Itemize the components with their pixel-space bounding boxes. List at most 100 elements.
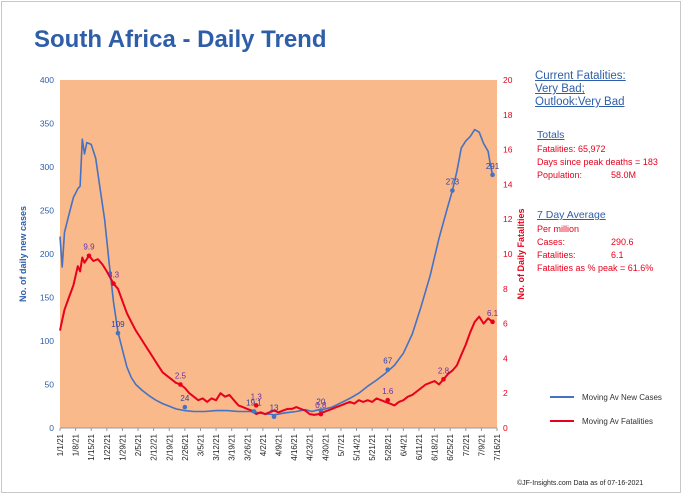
- data-label-cases: 24: [180, 394, 189, 403]
- x-tick-label: 5/14/21: [353, 433, 362, 460]
- data-label-cases: 20: [316, 398, 325, 407]
- data-point-cases: [271, 414, 277, 419]
- x-tick-label: 3/5/21: [196, 433, 205, 456]
- y-left-tick-label: 0: [49, 423, 54, 433]
- avg-cases: Cases: 290.6: [537, 236, 677, 249]
- data-point-cases: [115, 330, 121, 336]
- plot-area: [60, 80, 497, 428]
- avg-cases-label: Cases:: [537, 237, 566, 247]
- x-tick-label: 2/19/21: [165, 433, 174, 460]
- data-point-fatalities: [385, 397, 391, 403]
- totals-days-since-peak: Days since peak deaths = 183: [537, 157, 658, 167]
- x-tick-label: 6/11/21: [415, 433, 424, 460]
- data-label-cases: 291: [486, 162, 500, 171]
- y-right-tick-label: 10: [503, 249, 513, 259]
- x-tick-label: 2/12/21: [150, 433, 159, 460]
- data-point-fatalities: [111, 281, 116, 286]
- data-point-cases: [318, 408, 324, 413]
- totals-heading: Totals: [537, 129, 565, 141]
- data-label-fatalities: 1.3: [251, 392, 263, 401]
- footer-credit: ©JF-Insights.com Data as of 07-16-2021: [517, 480, 644, 487]
- series-line-fatalities: [59, 254, 494, 416]
- x-tick-label: 6/18/21: [431, 433, 440, 460]
- data-label-cases: 67: [383, 357, 392, 366]
- x-tick-label: 6/4/21: [399, 433, 408, 456]
- data-point-cases: [450, 188, 455, 193]
- x-tick-label: 1/15/21: [87, 433, 96, 460]
- y-right-tick-label: 0: [503, 423, 508, 433]
- legend-item-fatalities: Moving Av Fatalities: [550, 414, 662, 428]
- y-right-tick-label: 14: [503, 179, 513, 189]
- legend-label-cases: Moving Av New Cases: [582, 392, 662, 402]
- data-point-cases: [182, 404, 188, 410]
- population-value: 58.0M: [611, 170, 637, 180]
- avg-fatalities-value: 6.1: [611, 250, 624, 260]
- data-label-cases: 109: [111, 320, 125, 329]
- y-right-tick-label: 2: [503, 388, 508, 398]
- y-right-tick-label: 18: [503, 110, 513, 120]
- x-tick-label: 1/8/21: [72, 433, 81, 456]
- per-million-label: Per million: [537, 224, 580, 234]
- data-point-fatalities: [253, 403, 259, 408]
- data-point-fatalities: [178, 382, 183, 387]
- x-tick-label: 1/22/21: [103, 433, 112, 460]
- x-tick-label: 7/2/21: [462, 433, 471, 456]
- x-tick-label: 5/21/21: [368, 433, 377, 460]
- data-point-fatalities: [318, 411, 324, 417]
- legend-swatch-cases: [550, 396, 574, 398]
- y-left-tick-label: 400: [40, 75, 54, 85]
- data-point-cases: [251, 409, 257, 414]
- data-label-fatalities: 6.1: [487, 309, 499, 318]
- seven-day-heading: 7 Day Average: [537, 209, 606, 221]
- data-label-fatalities: 0.8: [315, 401, 327, 410]
- data-label-fatalities: 2.5: [175, 372, 187, 381]
- y-right-axis-title: No. of Daily Fatalities: [516, 208, 526, 299]
- data-label-fatalities: 8.3: [108, 271, 120, 280]
- x-tick-label: 3/12/21: [212, 433, 221, 460]
- x-tick-label: 4/23/21: [306, 433, 315, 460]
- data-label-cases: 273: [446, 177, 460, 186]
- y-right-tick-label: 4: [503, 353, 508, 363]
- page-title: South Africa - Daily Trend: [34, 26, 327, 53]
- totals-panel: Totals Fatalities: 65,972 Days since pea…: [537, 129, 677, 182]
- y-right-tick-label: 12: [503, 214, 513, 224]
- pct-peak: Fatalities as % peak = 61.6%: [537, 263, 654, 273]
- x-tick-label: 7/16/21: [493, 433, 502, 460]
- data-point-cases: [490, 172, 495, 178]
- seven-day-panel: 7 Day Average Per million Cases: 290.6 F…: [537, 209, 677, 275]
- y-left-tick-label: 250: [40, 206, 54, 216]
- data-point-fatalities: [86, 253, 92, 259]
- y-right-tick-label: 16: [503, 145, 513, 155]
- x-tick-label: 6/25/21: [446, 433, 455, 460]
- x-tick-label: 4/2/21: [259, 433, 268, 456]
- legend-item-cases: Moving Av New Cases: [550, 390, 662, 404]
- data-label-fatalities: 1.6: [382, 387, 394, 396]
- legend-label-fatalities: Moving Av Fatalities: [582, 416, 653, 426]
- x-tick-label: 2/5/21: [134, 433, 143, 456]
- x-tick-label: 4/16/21: [290, 433, 299, 460]
- y-left-tick-label: 200: [40, 249, 54, 259]
- chart-legend: Moving Av New Cases Moving Av Fatalities: [550, 390, 662, 438]
- y-left-tick-label: 300: [40, 162, 54, 172]
- totals-fatalities: Fatalities: 65,972: [537, 144, 606, 154]
- avg-cases-value: 290.6: [611, 237, 634, 247]
- data-point-fatalities: [490, 319, 495, 325]
- y-left-tick-label: 100: [40, 336, 54, 346]
- x-tick-label: 5/28/21: [384, 433, 393, 460]
- status-panel: Current Fatalities: Very Bad; Outlook:Ve…: [535, 70, 680, 109]
- x-tick-label: 7/9/21: [477, 433, 486, 456]
- x-tick-label: 1/1/21: [56, 433, 65, 456]
- data-label-fatalities: 9.9: [83, 243, 95, 252]
- y-left-tick-label: 350: [40, 119, 54, 129]
- x-tick-label: 5/7/21: [337, 433, 346, 456]
- status-fatalities: Current Fatalities:: [535, 70, 626, 82]
- y-left-tick-label: 50: [45, 380, 55, 390]
- x-tick-label: 4/9/21: [275, 433, 284, 456]
- status-outlook: Outlook:Very Bad: [535, 96, 625, 108]
- status-fatalities-value: Very Bad;: [535, 83, 585, 95]
- x-tick-label: 2/26/21: [181, 433, 190, 460]
- x-tick-label: 1/29/21: [118, 433, 127, 460]
- avg-fatalities-label: Fatalities:: [537, 250, 576, 260]
